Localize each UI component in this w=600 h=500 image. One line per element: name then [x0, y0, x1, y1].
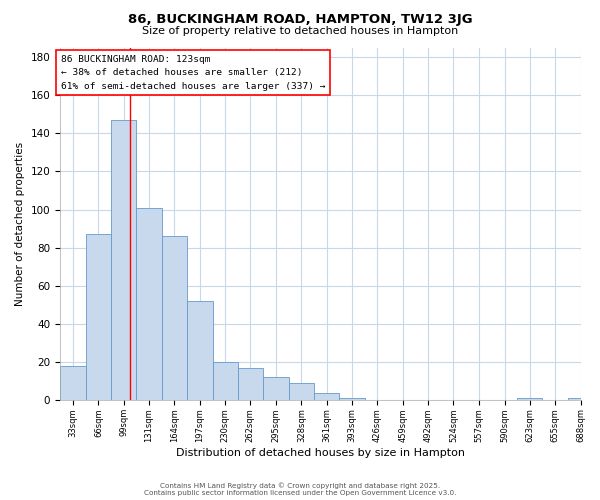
Bar: [568, 398, 593, 400]
Text: 86, BUCKINGHAM ROAD, HAMPTON, TW12 3JG: 86, BUCKINGHAM ROAD, HAMPTON, TW12 3JG: [128, 12, 472, 26]
Bar: [213, 362, 238, 401]
Y-axis label: Number of detached properties: Number of detached properties: [15, 142, 25, 306]
Bar: [161, 236, 187, 400]
Text: Size of property relative to detached houses in Hampton: Size of property relative to detached ho…: [142, 26, 458, 36]
Bar: [314, 392, 339, 400]
Bar: [111, 120, 136, 400]
Bar: [263, 378, 289, 400]
Bar: [187, 301, 213, 400]
X-axis label: Distribution of detached houses by size in Hampton: Distribution of detached houses by size …: [176, 448, 465, 458]
Text: Contains public sector information licensed under the Open Government Licence v3: Contains public sector information licen…: [144, 490, 456, 496]
Bar: [517, 398, 542, 400]
Bar: [339, 398, 365, 400]
Bar: [238, 368, 263, 400]
Text: 86 BUCKINGHAM ROAD: 123sqm
← 38% of detached houses are smaller (212)
61% of sem: 86 BUCKINGHAM ROAD: 123sqm ← 38% of deta…: [61, 55, 325, 90]
Bar: [60, 366, 86, 400]
Bar: [289, 383, 314, 400]
Text: Contains HM Land Registry data © Crown copyright and database right 2025.: Contains HM Land Registry data © Crown c…: [160, 482, 440, 489]
Bar: [86, 234, 111, 400]
Bar: [136, 208, 161, 400]
